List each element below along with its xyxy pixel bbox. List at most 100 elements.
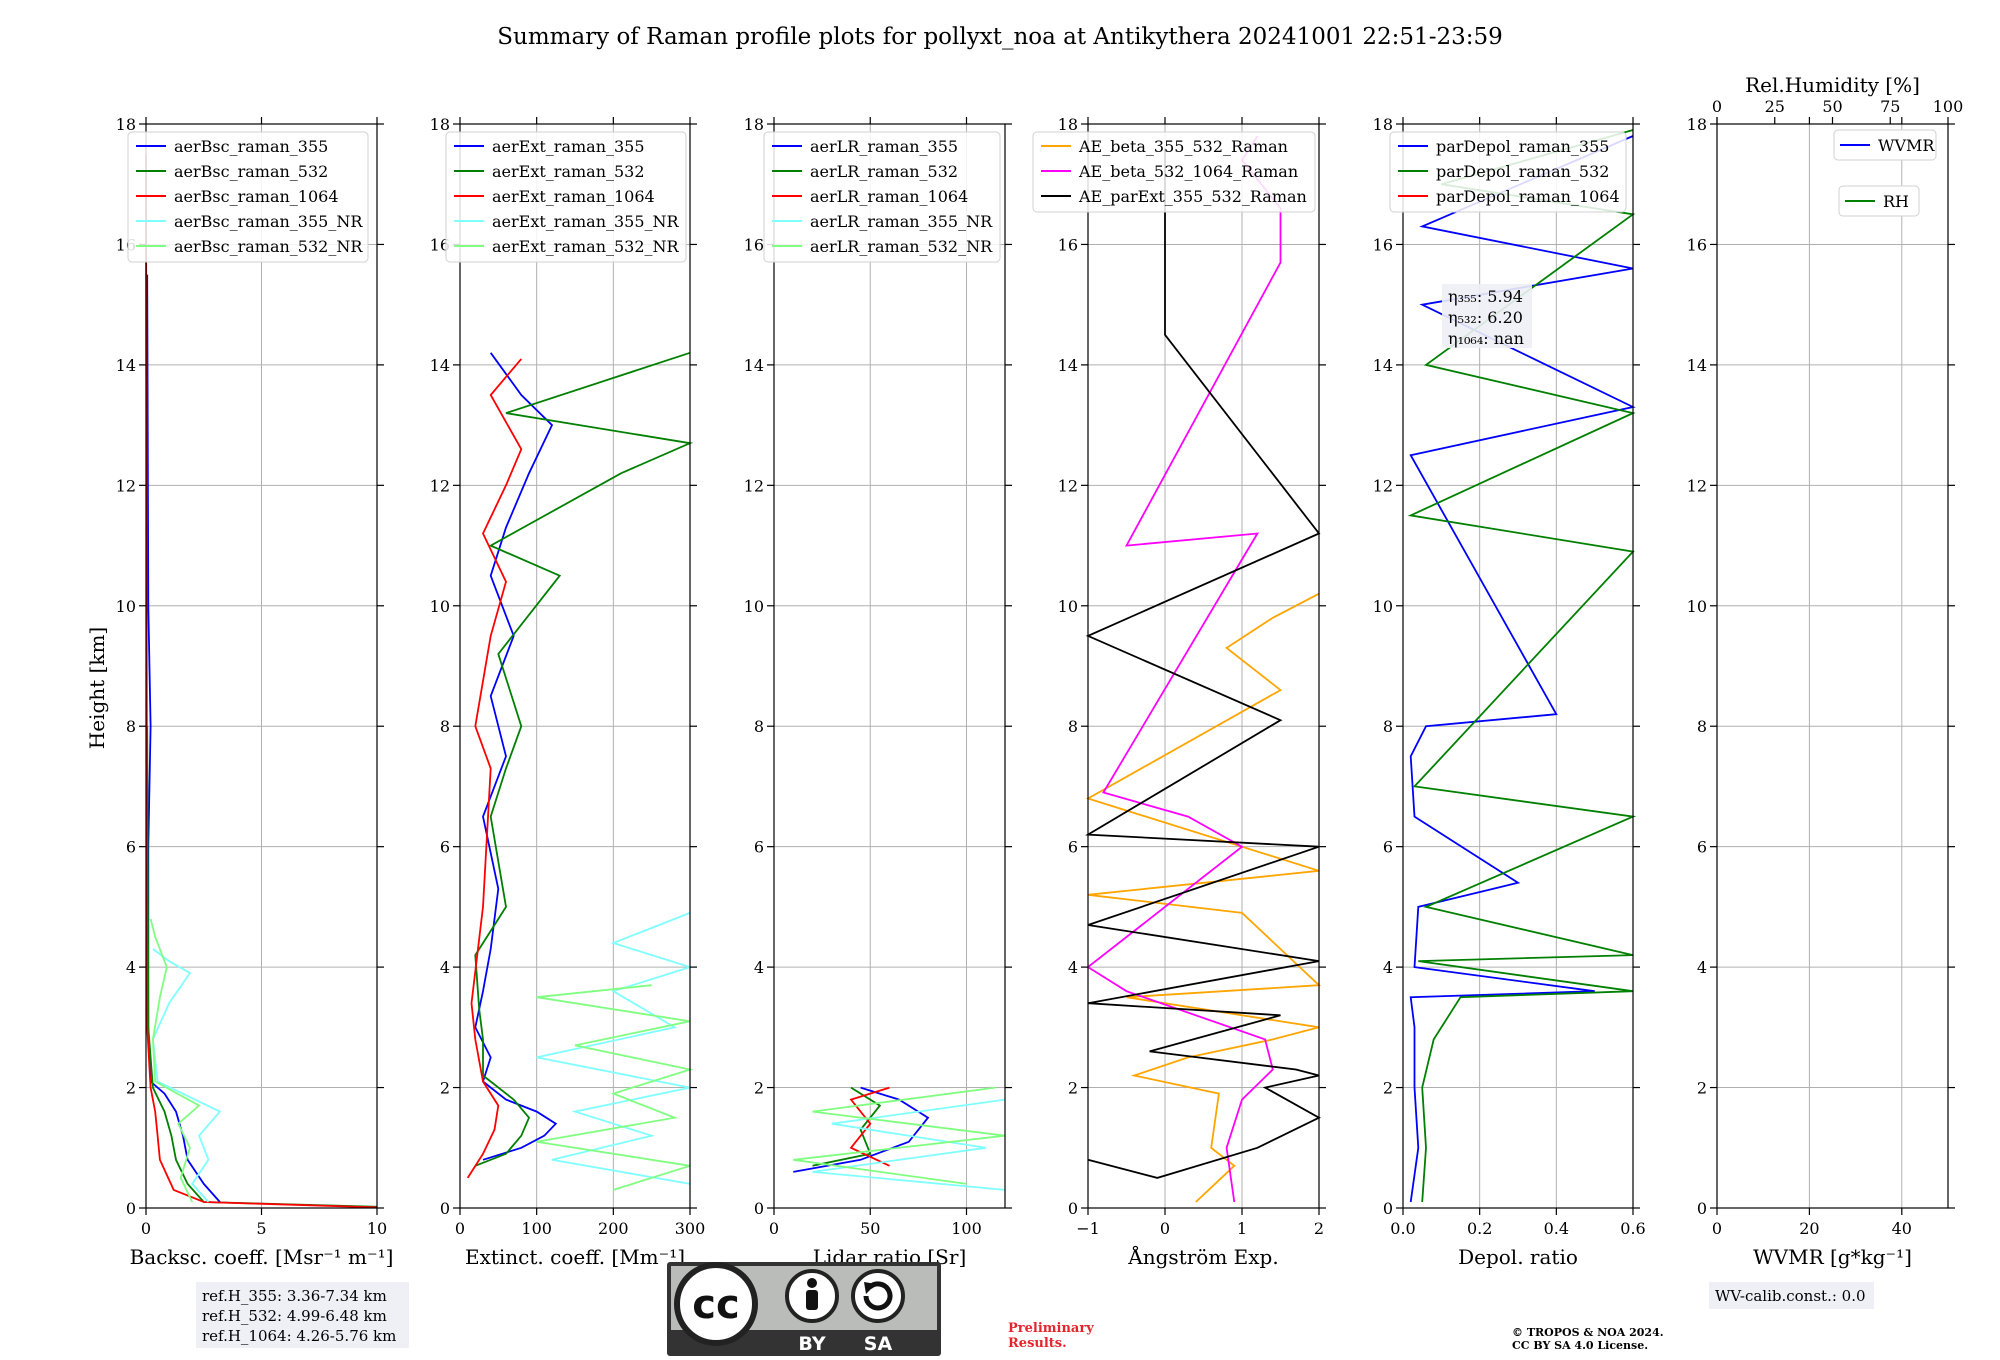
ae-ytick-label-3: 6 bbox=[1068, 838, 1078, 857]
by-person-head-icon bbox=[807, 1278, 817, 1288]
ext-xtick-label-0: 0 bbox=[455, 1219, 465, 1238]
bsc-legend-box bbox=[127, 131, 369, 263]
cc-circle-icon bbox=[674, 1262, 758, 1346]
ext-ytick-label-4: 8 bbox=[440, 717, 450, 736]
cc-mark: cc bbox=[692, 1282, 739, 1328]
bsc-series bbox=[145, 154, 378, 1209]
lr-ytick-label-1: 2 bbox=[754, 1079, 764, 1098]
cc-sa-text: SA bbox=[864, 1333, 893, 1355]
ae-xlabel: Ångström Exp. bbox=[1127, 1244, 1278, 1269]
lr-legend-box bbox=[763, 131, 1001, 263]
ae-ytick-label-6: 12 bbox=[1058, 476, 1078, 495]
ae-ytick-label-5: 10 bbox=[1058, 597, 1078, 616]
wv-legend-label-wvmr: WVMR bbox=[1878, 136, 1935, 155]
wv-xlabel: WVMR [g*kg⁻¹] bbox=[1753, 1245, 1912, 1269]
ext-series-3 bbox=[536, 912, 694, 1185]
depol-eta-1: η₅₃₂: 6.20 bbox=[1448, 308, 1523, 327]
copyright-line-1: © TROPOS & NOA 2024. bbox=[1512, 1326, 1664, 1339]
depol-legend-label-1: parDepol_raman_532 bbox=[1436, 162, 1609, 181]
ext-xtick-label-3: 300 bbox=[675, 1219, 706, 1238]
depol-ytick-label-7: 14 bbox=[1373, 356, 1393, 375]
bsc-xtick-label-2: 10 bbox=[367, 1219, 387, 1238]
bsc-ytick-label-2: 4 bbox=[126, 958, 136, 977]
ae-ytick-label-4: 8 bbox=[1068, 717, 1078, 736]
lr-ytick-label-0: 0 bbox=[754, 1199, 764, 1218]
ext-series-2 bbox=[466, 358, 523, 1179]
ref-height-532: ref.H_532: 4.99-6.48 km bbox=[202, 1307, 387, 1325]
bsc-ytick-label-3: 6 bbox=[126, 838, 136, 857]
bsc-ytick-label-0: 0 bbox=[126, 1199, 136, 1218]
wv-frame bbox=[1716, 123, 1949, 1209]
depol-ytick-label-2: 4 bbox=[1383, 958, 1393, 977]
y-axis-label: Height [km] bbox=[85, 627, 109, 749]
depol-legend: parDepol_raman_355 parDepol_raman_532 parD… bbox=[1389, 131, 1627, 213]
ext-ytick-label-9: 18 bbox=[430, 115, 450, 134]
ae-series-0 bbox=[1085, 592, 1322, 1203]
depol-ytick-label-8: 16 bbox=[1373, 235, 1393, 254]
bsc-series-1 bbox=[146, 726, 378, 1208]
ref-height-355: ref.H_355: 3.36-7.34 km bbox=[202, 1287, 387, 1305]
ae-xtick-label-1: 0 bbox=[1160, 1219, 1170, 1238]
ext-legend: aerExt_raman_355 aerExt_raman_532 aerExt_r… bbox=[445, 131, 687, 263]
depol-eta-0: η₃₅₅: 5.94 bbox=[1448, 287, 1523, 306]
bsc-ytick-label-7: 14 bbox=[116, 356, 136, 375]
lr-ytick-label-9: 18 bbox=[744, 115, 764, 134]
lr-legend: aerLR_raman_355 aerLR_raman_532 aerLR_rama… bbox=[763, 131, 1001, 263]
bsc-legend: aerBsc_raman_355 aerBsc_raman_532 aerBsc_r… bbox=[127, 131, 369, 263]
ae-series bbox=[1084, 135, 1322, 1203]
ae-xtick-label-0: −1 bbox=[1076, 1219, 1100, 1238]
ae-frame bbox=[1087, 123, 1320, 1209]
ae-legend-label-1: AE_beta_532_1064_Raman bbox=[1078, 162, 1298, 181]
ext-xtick-label-2: 200 bbox=[598, 1219, 629, 1238]
sa-arrowhead-icon bbox=[864, 1282, 876, 1294]
lr-legend-label-1: aerLR_raman_532 bbox=[810, 162, 958, 181]
wv-legend-box-wvmr bbox=[1833, 129, 1937, 161]
depol-ytick-label-1: 2 bbox=[1383, 1079, 1393, 1098]
sa-circle-icon bbox=[851, 1269, 905, 1323]
wv-ytick-label-6: 12 bbox=[1687, 476, 1707, 495]
ae-legend-box bbox=[1032, 131, 1316, 213]
depol-ytick-label-3: 6 bbox=[1383, 838, 1393, 857]
ref-height-note: ref.H_355: 3.36-7.34 km ref.H_532: 4.99-… bbox=[196, 1282, 409, 1348]
ae-legend-label-0: AE_beta_355_532_Raman bbox=[1078, 137, 1288, 156]
ref-height-1064: ref.H_1064: 4.26-5.76 km bbox=[202, 1327, 396, 1345]
ext-xtick-label-1: 100 bbox=[521, 1219, 552, 1238]
wv-ytick-label-2: 4 bbox=[1697, 958, 1707, 977]
bsc-ytick-label-9: 18 bbox=[116, 115, 136, 134]
ext-ytick-label-2: 4 bbox=[440, 958, 450, 977]
lr-series-3 bbox=[812, 1098, 1006, 1191]
lr-xtick-label-1: 50 bbox=[860, 1219, 880, 1238]
bsc-legend-label-3: aerBsc_raman_355_NR bbox=[174, 212, 363, 231]
depol-xtick-label-3: 0.6 bbox=[1620, 1219, 1645, 1238]
wv-ytick-label-4: 8 bbox=[1697, 717, 1707, 736]
wv-xtick-label-2: 40 bbox=[1892, 1219, 1912, 1238]
figure-title: Summary of Raman profile plots for polly… bbox=[497, 24, 1503, 50]
ext-ytick-label-0: 0 bbox=[440, 1199, 450, 1218]
lr-xtick-label-2: 100 bbox=[951, 1219, 982, 1238]
depol-legend-box bbox=[1389, 131, 1627, 213]
depol-ytick-label-0: 0 bbox=[1383, 1199, 1393, 1218]
ae-legend: AE_beta_355_532_Raman AE_beta_532_1064_Ra… bbox=[1032, 131, 1316, 213]
ext-ytick-label-7: 14 bbox=[430, 356, 450, 375]
depol-series-0 bbox=[1409, 135, 1636, 1203]
wv-ytick-label-5: 10 bbox=[1687, 597, 1707, 616]
ext-series-0 bbox=[474, 352, 558, 1161]
ext-series-4 bbox=[536, 984, 694, 1191]
depol-ytick-label-4: 8 bbox=[1383, 717, 1393, 736]
lr-legend-label-3: aerLR_raman_355_NR bbox=[810, 212, 993, 231]
depol-xlabel: Depol. ratio bbox=[1458, 1245, 1578, 1269]
wv-legend-box-rh bbox=[1838, 185, 1920, 217]
ext-ytick-label-8: 16 bbox=[430, 235, 450, 254]
panel-ext: 0 2 4 6 8 10 12 14 16 18 0 100 200 300 Extinct. coeff.… bbox=[430, 115, 706, 1269]
bsc-series-4 bbox=[149, 918, 201, 1203]
ext-series-1 bbox=[474, 351, 694, 1167]
ae-series-2 bbox=[1084, 148, 1321, 1179]
ae-ytick-label-2: 4 bbox=[1068, 958, 1078, 977]
lr-series-0 bbox=[793, 1086, 930, 1173]
ext-legend-label-0: aerExt_raman_355 bbox=[492, 137, 645, 156]
depol-xtick-label-1: 0.2 bbox=[1467, 1219, 1492, 1238]
